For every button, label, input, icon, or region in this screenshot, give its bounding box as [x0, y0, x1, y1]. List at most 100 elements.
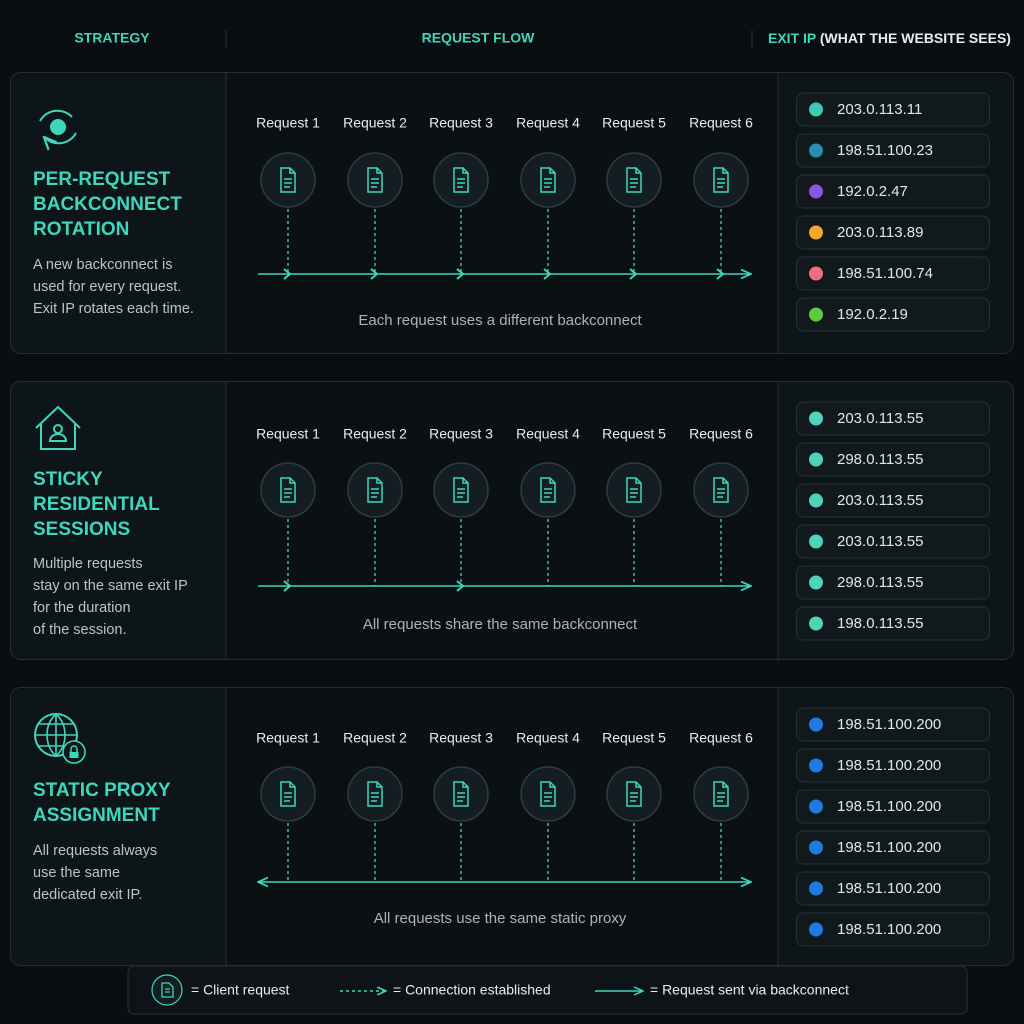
- chevron: [283, 580, 292, 592]
- ip-pill: [796, 524, 990, 559]
- request-node: [433, 152, 489, 208]
- ip-address: 198.0.113.55: [837, 615, 923, 632]
- doc-icon: [367, 781, 383, 807]
- header-exit-ip: EXIT IP (WHAT THE WEBSITE SEES): [768, 30, 1011, 46]
- ip-pill: [796, 707, 990, 742]
- legend-connection: = Connection established: [393, 982, 551, 998]
- strategy-description: All requests always: [33, 843, 157, 859]
- ip-address: 198.51.100.200: [837, 716, 941, 733]
- strategy-description: stay on the same exit IP: [33, 578, 188, 594]
- ip-pill: [796, 606, 990, 641]
- doc-icon: [540, 167, 556, 193]
- strategy-title: SESSIONS: [33, 519, 130, 540]
- header-request-flow: REQUEST FLOW: [422, 30, 536, 46]
- request-label: Request 2: [343, 426, 407, 442]
- doc-icon: [540, 781, 556, 807]
- ip-address: 192.0.2.19: [837, 306, 908, 323]
- exit-ip: EXIT IP: [768, 30, 816, 46]
- request-node: [693, 462, 749, 518]
- flow-panel: [226, 382, 778, 659]
- exit-ip-note: (WHAT THE WEBSITE SEES): [820, 30, 1011, 46]
- chevron: [456, 268, 465, 280]
- request-node: [520, 766, 576, 822]
- strategy-title: STATIC PROXY: [33, 780, 171, 801]
- request-node: [606, 766, 662, 822]
- chevron: [629, 268, 638, 280]
- ip-dot: [809, 717, 823, 732]
- icon: [48, 433, 68, 442]
- strategy-title: RESIDENTIAL: [33, 494, 160, 515]
- legend-client: = Client request: [191, 982, 290, 998]
- request-label: Request 5: [602, 115, 666, 131]
- doc-icon: [453, 167, 469, 193]
- strategy-description: Multiple requests: [33, 556, 143, 572]
- request-node: [347, 462, 403, 518]
- strategy-description: for the duration: [33, 600, 131, 616]
- request-label: Request 1: [256, 115, 320, 131]
- ip-pill: [796, 297, 990, 332]
- ip-pill: [796, 133, 990, 168]
- ip-dot: [809, 534, 823, 549]
- ip-pill: [796, 215, 990, 250]
- icon: [50, 119, 66, 135]
- request-label: Request 3: [429, 730, 493, 746]
- ip-address: 203.0.113.89: [837, 224, 923, 241]
- request-node: [347, 766, 403, 822]
- icon: [70, 745, 78, 752]
- ip-pill: [796, 871, 990, 906]
- flow-panel: [226, 688, 778, 965]
- ip-dot: [809, 493, 823, 508]
- ip-dot: [809, 102, 823, 117]
- request-label: Request 6: [689, 426, 753, 442]
- doc-icon: [713, 167, 729, 193]
- doc-icon: [453, 477, 469, 503]
- ip-pill: [796, 256, 990, 291]
- doc-icon: [626, 781, 642, 807]
- strategy-description: used for every request.: [33, 279, 181, 295]
- request-label: Request 5: [602, 730, 666, 746]
- doc-icon: [280, 781, 296, 807]
- flow-caption: Each request uses a different backconnec…: [358, 312, 642, 329]
- icon: [35, 405, 81, 450]
- doc-icon: [713, 781, 729, 807]
- request-label: Request 1: [256, 730, 320, 746]
- ip-dot: [809, 922, 823, 937]
- request-label: Request 1: [256, 426, 320, 442]
- ip-dot: [809, 307, 823, 322]
- flow-panel: [226, 73, 778, 353]
- ip-address: 198.51.100.200: [837, 839, 941, 856]
- ip-dot: [809, 184, 823, 199]
- doc-icon: [280, 167, 296, 193]
- strategy-title: BACKCONNECT: [33, 194, 182, 215]
- icon: [35, 713, 77, 757]
- doc-icon: [367, 477, 383, 503]
- flow-caption: All requests use the same static proxy: [374, 910, 627, 927]
- strategy-description: of the session.: [33, 622, 127, 638]
- ip-pill: [796, 442, 990, 477]
- request-label: Request 3: [429, 426, 493, 442]
- ip-address: 203.0.113.55: [837, 410, 923, 427]
- ip-address: 203.0.113.11: [837, 101, 922, 118]
- chevron: [370, 268, 379, 280]
- doc-icon: [540, 477, 556, 503]
- ip-pill: [796, 912, 990, 947]
- ip-address: 298.0.113.55: [837, 451, 923, 468]
- request-node: [433, 462, 489, 518]
- doc-icon: [626, 167, 642, 193]
- header-strategy: STRATEGY: [74, 30, 150, 46]
- ip-pill: [796, 401, 990, 436]
- ip-pill: [796, 92, 990, 127]
- strategy-title: ASSIGNMENT: [33, 805, 160, 826]
- ip-dot: [809, 881, 823, 896]
- request-label: Request 4: [516, 426, 580, 442]
- request-label: Request 4: [516, 115, 580, 131]
- legend-icon: [151, 974, 183, 1006]
- ip-dot: [809, 411, 823, 426]
- strategy-title: PER-REQUEST: [33, 169, 171, 190]
- request-label: Request 4: [516, 730, 580, 746]
- ip-address: 198.51.100.200: [837, 757, 941, 774]
- ip-pill: [796, 748, 990, 783]
- chevron: [543, 268, 552, 280]
- request-node: [260, 766, 316, 822]
